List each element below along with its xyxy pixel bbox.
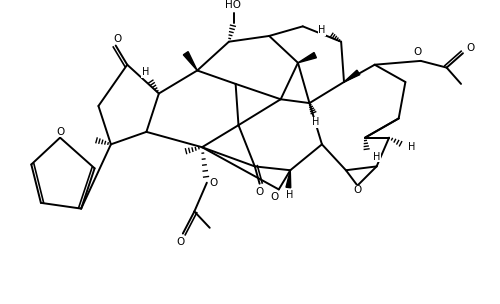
Text: H: H [142, 67, 149, 78]
Text: O: O [271, 192, 279, 202]
Text: HO: HO [224, 0, 240, 10]
Text: O: O [256, 187, 264, 197]
Polygon shape [298, 53, 316, 63]
Polygon shape [286, 170, 291, 188]
Text: O: O [177, 237, 185, 247]
Text: H: H [312, 117, 319, 127]
Text: H: H [373, 152, 380, 162]
Text: H: H [286, 190, 293, 200]
Text: O: O [414, 47, 422, 57]
Text: H: H [408, 142, 416, 152]
Text: O: O [466, 43, 474, 54]
Polygon shape [344, 70, 360, 82]
Polygon shape [184, 52, 197, 71]
Text: O: O [210, 178, 218, 188]
Text: O: O [354, 185, 362, 195]
Text: O: O [114, 34, 122, 44]
Text: H: H [318, 25, 326, 35]
Text: O: O [56, 127, 64, 137]
